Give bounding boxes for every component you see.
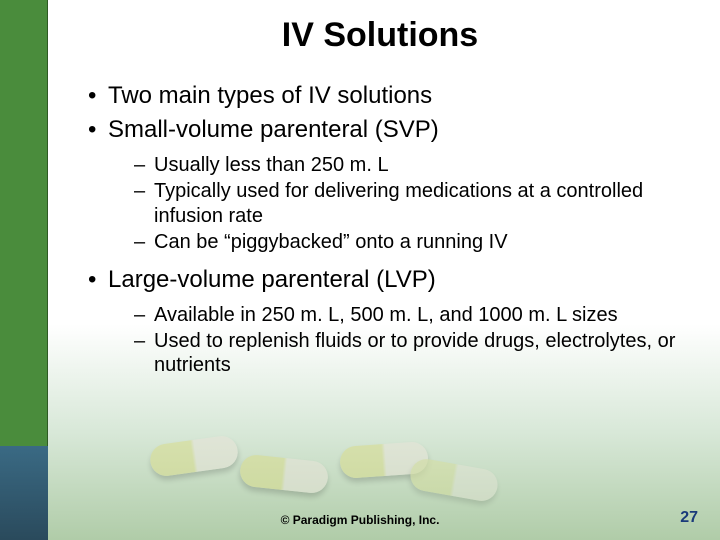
stripe-green xyxy=(0,0,48,446)
bullet-level2: Usually less than 250 m. L xyxy=(134,153,710,177)
sub-bullet-list: Usually less than 250 m. LTypically used… xyxy=(88,153,710,255)
slide: IV Solutions Two main types of IV soluti… xyxy=(0,0,720,540)
page-number: 27 xyxy=(680,509,698,527)
sub-bullet-list: Available in 250 m. L, 500 m. L, and 100… xyxy=(88,303,710,378)
copyright-text: © Paradigm Publishing, Inc. xyxy=(0,513,720,527)
bullet-level2: Typically used for delivering medication… xyxy=(134,179,710,228)
content-area: IV Solutions Two main types of IV soluti… xyxy=(60,0,710,540)
bullet-level2: Used to replenish fluids or to provide d… xyxy=(134,329,710,378)
bullet-level1: Two main types of IV solutions xyxy=(88,81,710,111)
bullet-text: Small-volume parenteral (SVP) xyxy=(108,116,439,143)
bullet-list: Two main types of IV solutions Small-volu… xyxy=(60,81,710,378)
bullet-level1: Large-volume parenteral (LVP) xyxy=(88,265,710,295)
slide-title: IV Solutions xyxy=(120,16,640,55)
bullet-text: Two main types of IV solutions xyxy=(108,82,432,109)
bullet-level2: Available in 250 m. L, 500 m. L, and 100… xyxy=(134,303,710,327)
bullet-text: Large-volume parenteral (LVP) xyxy=(108,266,436,293)
bullet-level2: Can be “piggybacked” onto a running IV xyxy=(134,230,710,254)
bullet-level1: Small-volume parenteral (SVP) xyxy=(88,115,710,145)
left-accent-stripe xyxy=(0,0,48,540)
